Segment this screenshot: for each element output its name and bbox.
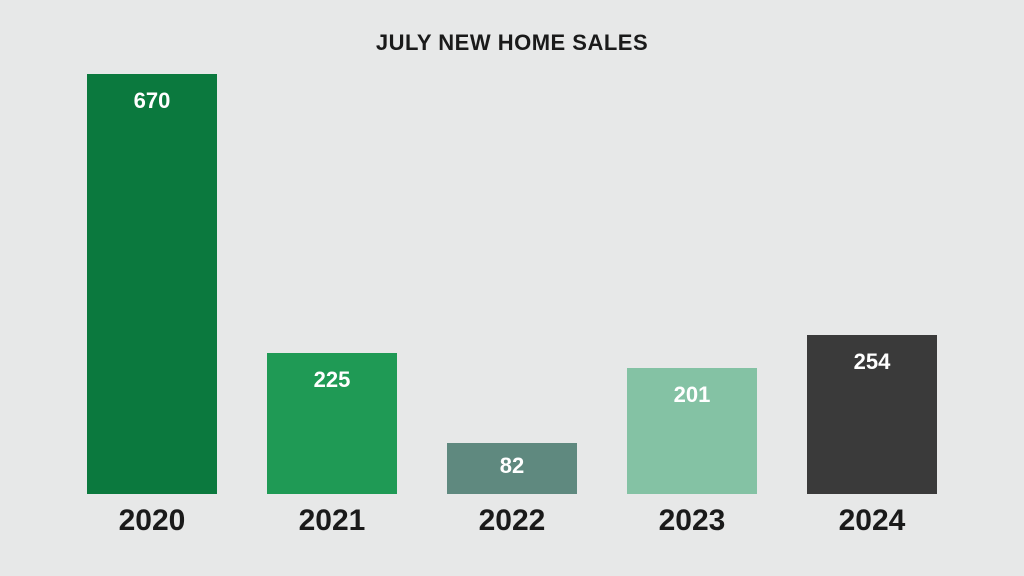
bar-2023: 201 <box>627 368 757 494</box>
bar-value: 254 <box>854 335 891 375</box>
bar-2021: 225 <box>267 353 397 494</box>
bar-col: 225 <box>257 74 407 494</box>
x-label: 2020 <box>77 504 227 538</box>
bars-container: 670 225 82 201 254 <box>77 74 947 494</box>
x-label: 2023 <box>617 504 767 538</box>
x-label: 2024 <box>797 504 947 538</box>
labels-row: 2020 2021 2022 2023 2024 <box>77 504 947 538</box>
bar-col: 82 <box>437 74 587 494</box>
bar-value: 670 <box>134 74 171 114</box>
bar-col: 670 <box>77 74 227 494</box>
bar-value: 201 <box>674 368 711 408</box>
bar-col: 201 <box>617 74 767 494</box>
bar-value: 225 <box>314 353 351 393</box>
chart-title: JULY NEW HOME SALES <box>376 30 648 56</box>
bar-value: 82 <box>500 443 524 479</box>
bar-2022: 82 <box>447 443 577 494</box>
bar-2020: 670 <box>87 74 217 494</box>
bar-2024: 254 <box>807 335 937 494</box>
bar-col: 254 <box>797 74 947 494</box>
chart-area: 670 225 82 201 254 <box>77 74 947 494</box>
x-label: 2021 <box>257 504 407 538</box>
x-label: 2022 <box>437 504 587 538</box>
